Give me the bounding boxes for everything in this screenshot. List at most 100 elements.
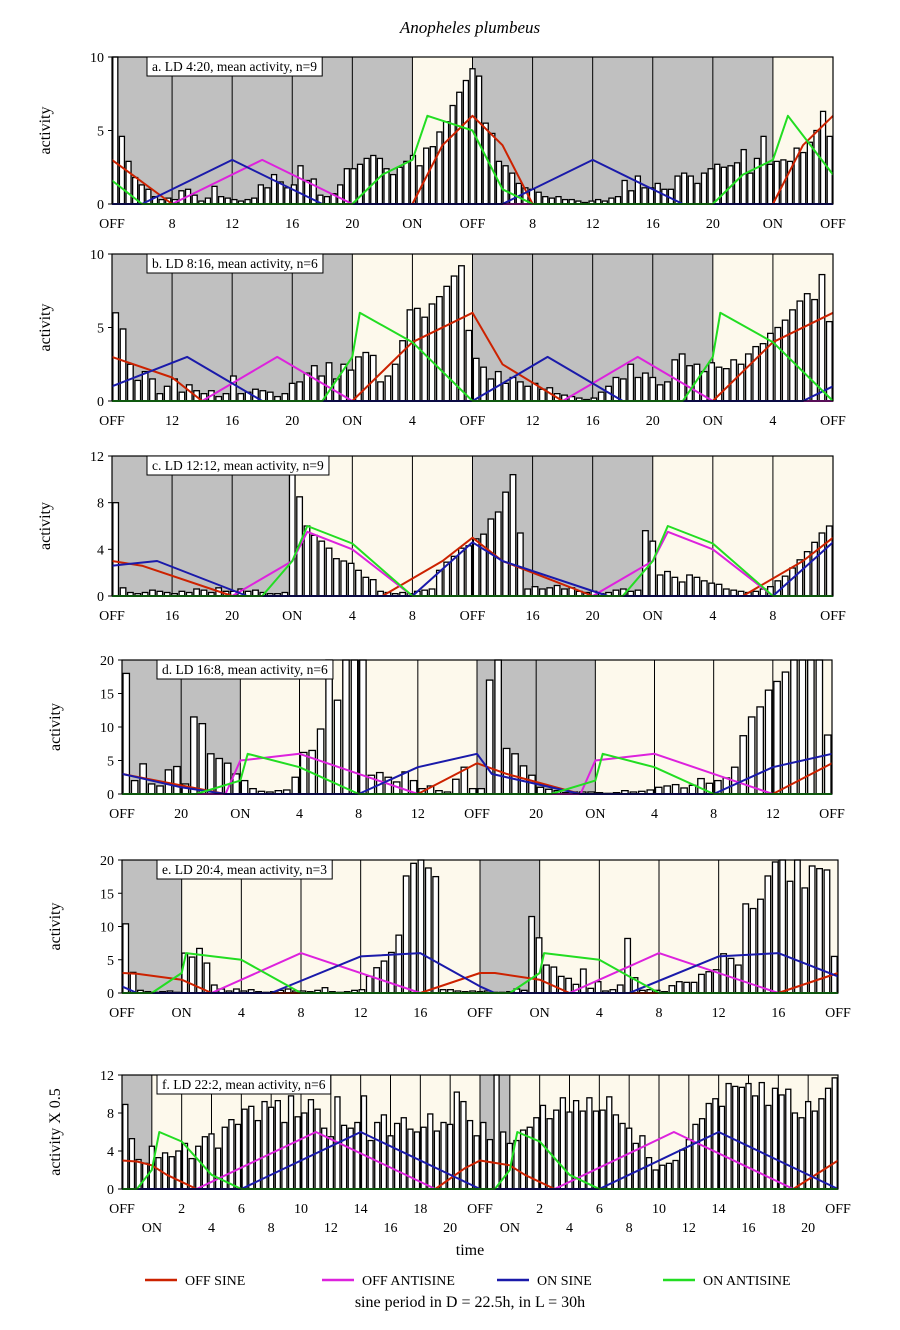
- activity-bar: [360, 1095, 368, 1190]
- activity-bar: [654, 182, 661, 205]
- activity-bar: [665, 1162, 673, 1190]
- x-tick-label: 14: [354, 1202, 368, 1217]
- activity-bar: [796, 559, 804, 597]
- activity-bar: [480, 533, 487, 597]
- activity-bar: [671, 576, 679, 597]
- x-tick-label-secondary: 16: [742, 1221, 756, 1236]
- x-tick-label: OFF: [819, 807, 845, 822]
- activity-bar: [299, 751, 308, 795]
- svg-text:d. LD 16:8, mean activity, n=6: d. LD 16:8, mean activity, n=6: [162, 662, 328, 677]
- activity-bar: [606, 1096, 613, 1190]
- activity-bar: [738, 1086, 746, 1190]
- y-axis-label: activity: [47, 703, 64, 751]
- activity-bar: [340, 1124, 348, 1190]
- panel-title: e. LD 20:4, mean activity, n=3: [156, 859, 333, 880]
- y-tick-label: 4: [97, 543, 104, 558]
- activity-bar: [214, 1147, 222, 1190]
- y-tick-label: 0: [97, 395, 104, 410]
- x-tick-label: 12: [165, 414, 179, 429]
- activity-bar: [652, 1169, 659, 1190]
- activity-bar: [389, 173, 397, 205]
- activity-bar: [118, 135, 126, 205]
- activity-bar: [469, 68, 476, 205]
- x-tick-label: OFF: [109, 1202, 135, 1217]
- activity-bar: [757, 898, 764, 994]
- x-tick-label: 12: [586, 217, 600, 232]
- activity-bar: [553, 584, 561, 597]
- activity-bar: [592, 1110, 600, 1190]
- x-tick-label: 12: [225, 217, 239, 232]
- activity-bar: [664, 381, 671, 402]
- x-tick-label: 18: [771, 1202, 785, 1217]
- activity-bar: [586, 1097, 593, 1190]
- activity-bar: [156, 392, 164, 402]
- activity-bar: [744, 353, 752, 402]
- activity-bar: [122, 923, 130, 994]
- activity-bar: [355, 569, 362, 597]
- y-tick-label: 20: [100, 854, 114, 869]
- activity-bar: [766, 163, 774, 205]
- activity-bar: [460, 1100, 467, 1190]
- activity-bar: [155, 1157, 162, 1190]
- y-tick-label: 10: [90, 51, 104, 66]
- activity-bar: [432, 875, 440, 994]
- x-tick-label: ON: [763, 217, 783, 232]
- activity-bar: [281, 1121, 288, 1190]
- activity-bar: [612, 1114, 620, 1190]
- panel-f: f. LD 22:2, mean activity, n=6 0 4 8 12 activ…: [47, 1069, 851, 1236]
- activity-bar: [290, 184, 298, 205]
- activity-bar: [403, 160, 410, 205]
- activity-bar: [800, 151, 807, 205]
- activity-bar: [813, 129, 820, 205]
- activity-bar: [550, 966, 558, 994]
- legend: OFF SINE OFF ANTISINE ON SINE ON ANTISINE: [145, 1274, 791, 1289]
- x-axis-title: time: [456, 1242, 484, 1259]
- activity-bar: [413, 307, 421, 402]
- activity-bar: [781, 671, 790, 795]
- y-tick-label: 0: [97, 198, 104, 213]
- activity-bar: [130, 779, 139, 795]
- x-tick-label: 12: [712, 1006, 726, 1021]
- activity-bar: [656, 574, 664, 597]
- x-tick-label: OFF: [99, 414, 125, 429]
- x-tick-label: 16: [771, 1006, 785, 1021]
- activity-bar: [756, 706, 765, 795]
- activity-bar: [528, 915, 536, 994]
- activity-bar: [465, 329, 473, 402]
- activity-bar: [333, 699, 342, 795]
- activity-bar: [458, 547, 465, 597]
- activity-bar: [257, 184, 264, 205]
- activity-bar: [325, 659, 333, 795]
- activity-bar: [350, 168, 357, 205]
- activity-bar: [494, 511, 502, 597]
- x-tick-label: 20: [646, 414, 660, 429]
- activity-bar: [156, 785, 164, 795]
- activity-bar: [373, 967, 381, 994]
- svg-text:e. LD 20:4, mean activity, n=3: e. LD 20:4, mean activity, n=3: [162, 862, 327, 877]
- activity-bar: [693, 576, 701, 597]
- activity-bar: [641, 187, 648, 205]
- activity-bar: [178, 190, 185, 205]
- y-tick-label: 10: [100, 921, 114, 936]
- activity-bar: [493, 1074, 500, 1190]
- activity-bar: [487, 518, 495, 597]
- activity-bar: [281, 392, 289, 402]
- activity-bar: [698, 1118, 706, 1190]
- activity-bar: [428, 303, 436, 402]
- activity-bar: [692, 1123, 699, 1190]
- activity-bar: [818, 532, 826, 597]
- activity-bar: [417, 859, 425, 994]
- x-tick-label: 12: [526, 414, 540, 429]
- activity-bar: [553, 1109, 560, 1190]
- x-tick-label-secondary: 4: [566, 1221, 573, 1236]
- activity-bar: [831, 1077, 838, 1190]
- activity-bar: [616, 984, 624, 994]
- activity-bar: [406, 309, 414, 402]
- activity-bar: [125, 160, 132, 205]
- x-tick-label-secondary: ON: [142, 1221, 162, 1236]
- activity-bar: [402, 875, 410, 994]
- activity-bar: [781, 319, 789, 402]
- activity-bar: [542, 195, 549, 205]
- y-tick-label: 5: [107, 755, 114, 770]
- activity-bar: [678, 581, 686, 597]
